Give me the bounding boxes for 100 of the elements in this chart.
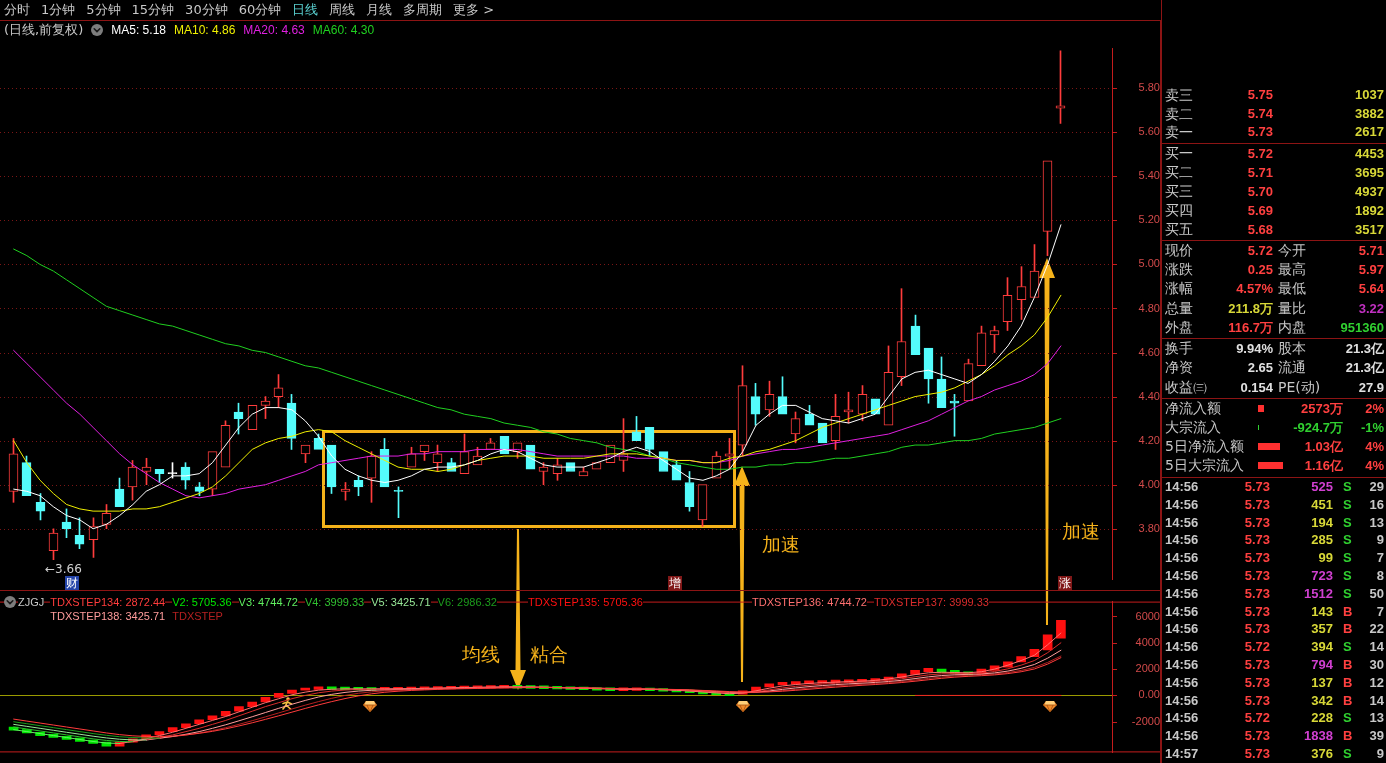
text: 21.3亿 [1345, 340, 1384, 358]
text: V3: 4744.72 [238, 595, 298, 609]
text: 卖二 [1165, 104, 1193, 124]
text: 5.72 [1244, 709, 1270, 728]
text: B [1343, 727, 1353, 745]
text: 5.72 [1247, 242, 1273, 260]
text: 2% [1365, 400, 1384, 418]
y-tick-label: 5.20 [1138, 213, 1160, 226]
annotation: 财 [65, 576, 79, 590]
text: 净资 [1165, 358, 1193, 378]
y-tick-label: 4.60 [1138, 345, 1160, 358]
text: 卖三 [1165, 86, 1193, 105]
chart-title: ZJGJ [18, 595, 45, 609]
text: S [1343, 478, 1352, 496]
text: TDXSTEP136: 4744.72 [752, 595, 867, 609]
text: 14:56 [1165, 549, 1199, 567]
text: 14:57 [1165, 745, 1199, 763]
text: 285 [1311, 531, 1333, 550]
text: 5.73 [1244, 584, 1270, 603]
text: 周线 [329, 1, 356, 19]
text: 5.73 [1244, 620, 1270, 639]
text: 7 [1376, 549, 1384, 567]
text: 4453 [1355, 145, 1384, 163]
text: 116.7万 [1228, 318, 1273, 337]
text: 1.03亿 [1304, 438, 1343, 456]
text: MA5: 5.18 [111, 22, 166, 37]
text: 228 [1311, 709, 1333, 728]
y-tick-label: 4000 [1135, 635, 1160, 648]
text: 14:56 [1165, 584, 1199, 603]
text: 4937 [1355, 183, 1384, 201]
y-tick-label: 5.40 [1138, 169, 1160, 182]
text: V2: 5705.36 [172, 595, 232, 609]
text: 14:56 [1165, 620, 1199, 639]
text: 买五 [1165, 220, 1193, 239]
text: 5.68 [1247, 221, 1273, 239]
text: 22 [1369, 620, 1384, 639]
text: 5.71 [1247, 164, 1273, 182]
text: 7 [1376, 602, 1384, 621]
text: S [1343, 549, 1352, 567]
text: 342 [1311, 691, 1333, 710]
text: 1892 [1355, 202, 1384, 220]
text: 0.154 [1240, 378, 1273, 397]
text: 9 [1376, 745, 1384, 763]
y-tick-label: 4.80 [1138, 301, 1160, 314]
text: 1037 [1355, 86, 1384, 104]
text: 60分钟 [238, 1, 282, 19]
text: 5分钟 [86, 1, 121, 19]
text: 5.73 [1244, 602, 1270, 621]
text: 9.94% [1236, 340, 1273, 358]
text: 14:56 [1165, 638, 1199, 656]
text: 21.3亿 [1345, 359, 1384, 378]
text: 99 [1318, 549, 1333, 567]
text: 现价 [1165, 241, 1193, 260]
text: 30分钟 [185, 1, 228, 19]
text: S [1343, 495, 1352, 514]
text: 14:56 [1165, 478, 1199, 496]
text: -924.7万 [1293, 419, 1343, 437]
text: 5.73 [1244, 673, 1270, 692]
text: TDXSTEP137: 3999.33 [873, 595, 989, 609]
text: 14:56 [1165, 495, 1199, 514]
text: 5.73 [1244, 656, 1270, 674]
text: MA60: 4.30 [312, 22, 375, 37]
text: 2617 [1355, 123, 1384, 142]
text: B [1343, 602, 1353, 621]
text: 3.22 [1358, 299, 1384, 318]
text: S [1343, 745, 1352, 763]
text: S [1343, 709, 1352, 728]
annotation: 均线 [462, 643, 500, 665]
text: 买四 [1165, 201, 1193, 220]
text: 分时 [4, 1, 30, 19]
text: 5.73 [1244, 513, 1270, 532]
text: 9 [1376, 531, 1384, 550]
text: S [1343, 584, 1352, 603]
text: 5.75 [1247, 86, 1273, 104]
text: S [1343, 513, 1352, 532]
text: 5.73 [1244, 478, 1270, 496]
y-tick-label: 4.00 [1138, 477, 1160, 490]
text: 14:56 [1165, 567, 1199, 585]
text: 951360 [1340, 318, 1384, 337]
text: 外盘 [1165, 317, 1193, 337]
text: S [1343, 638, 1352, 656]
text: 16 [1369, 495, 1384, 514]
y-tick-label: 0.00 [1138, 688, 1160, 701]
text: 376 [1311, 745, 1333, 763]
text: 月线 [366, 1, 393, 19]
text: 14:56 [1165, 602, 1199, 621]
y-tick-label: -2000 [1131, 714, 1160, 727]
text: 394 [1311, 638, 1333, 656]
text: 买二 [1165, 163, 1193, 182]
y-tick-label: 4.40 [1138, 389, 1160, 402]
y-tick-label: 5.80 [1138, 81, 1160, 94]
text: 收益㈢ [1165, 377, 1207, 397]
text: 5.73 [1244, 567, 1270, 585]
text: 总量 [1165, 298, 1193, 318]
text: 14:56 [1165, 656, 1199, 674]
text: 日线 [292, 1, 319, 19]
text: 5.72 [1247, 145, 1273, 163]
y-tick-label: 5.60 [1138, 125, 1160, 138]
text: 794 [1311, 656, 1333, 674]
text: 39 [1369, 727, 1384, 745]
